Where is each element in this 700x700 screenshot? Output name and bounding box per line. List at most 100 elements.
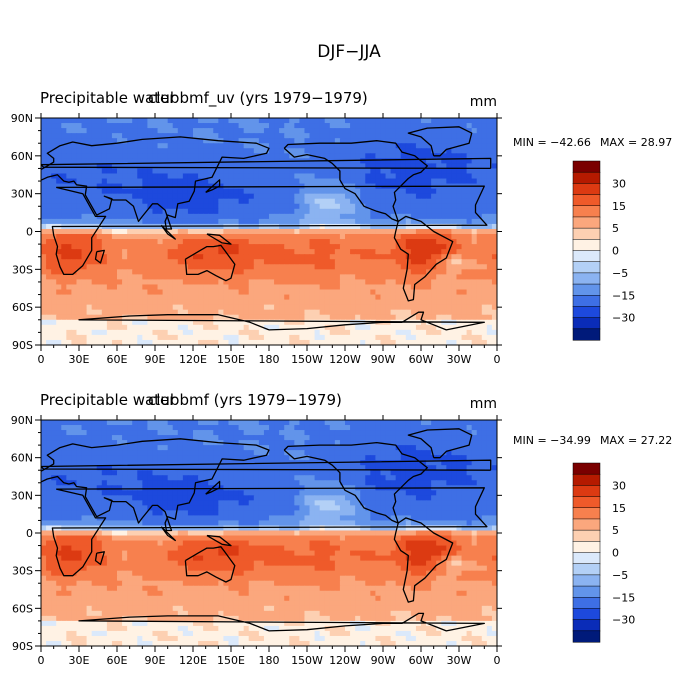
- heatmap-cell: [304, 430, 311, 436]
- heatmap-cell: [456, 435, 463, 441]
- heatmap-cell: [157, 198, 164, 205]
- heatmap-cell: [61, 148, 67, 154]
- heatmap-cell: [76, 173, 83, 180]
- heatmap-cell: [421, 218, 427, 225]
- heatmap-cell: [466, 203, 473, 210]
- heatmap-cell: [127, 269, 133, 275]
- heatmap-cell: [415, 163, 422, 170]
- heatmap-cell: [91, 178, 98, 185]
- heatmap-cell: [228, 269, 235, 275]
- heatmap-cell: [471, 193, 478, 200]
- heatmap-cell: [324, 234, 331, 240]
- heatmap-cell: [441, 339, 447, 345]
- heatmap-cell: [390, 228, 397, 235]
- heatmap-cell: [243, 203, 250, 210]
- heatmap-cell: [491, 269, 497, 275]
- heatmap-cell: [157, 339, 164, 345]
- heatmap-cell: [355, 173, 361, 180]
- heatmap-cell: [137, 128, 143, 134]
- heatmap-cell: [471, 239, 478, 245]
- heatmap-cell: [71, 294, 78, 301]
- heatmap-cell: [66, 284, 72, 291]
- heatmap-cell: [223, 304, 230, 311]
- heatmap-cell: [111, 198, 118, 205]
- heatmap-cell: [370, 460, 376, 466]
- heatmap-cell: [334, 239, 341, 245]
- heatmap-cell: [132, 128, 138, 134]
- heatmap-cell: [76, 153, 83, 159]
- heatmap-cell: [228, 284, 235, 291]
- heatmap-cell: [456, 254, 463, 260]
- heatmap-cell: [491, 148, 497, 154]
- heatmap-cell: [46, 319, 52, 326]
- heatmap-cell: [365, 299, 371, 306]
- heatmap-cell: [248, 314, 255, 321]
- heatmap-cell: [71, 304, 78, 311]
- heatmap-cell: [122, 314, 128, 321]
- heatmap-cell: [152, 420, 159, 426]
- heatmap-cell: [294, 188, 300, 195]
- heatmap-cell: [294, 198, 300, 205]
- heatmap-cell: [365, 133, 371, 139]
- heatmap-cell: [142, 239, 148, 245]
- heatmap-cell: [41, 460, 47, 466]
- heatmap-cell: [451, 430, 458, 436]
- heatmap-cell: [157, 218, 164, 225]
- heatmap-cell: [152, 254, 159, 260]
- heatmap-cell: [481, 188, 488, 195]
- heatmap-cell: [177, 123, 184, 129]
- heatmap-cell: [142, 445, 148, 451]
- heatmap-cell: [238, 455, 245, 461]
- heatmap-cell: [76, 249, 83, 255]
- heatmap-cell: [324, 264, 331, 270]
- heatmap-cell: [238, 208, 245, 215]
- heatmap-cell: [106, 198, 113, 205]
- heatmap-cell: [137, 208, 143, 215]
- heatmap-cell: [355, 188, 361, 195]
- heatmap-cell: [405, 309, 412, 316]
- heatmap-cell: [86, 143, 93, 149]
- heatmap-cell: [233, 299, 240, 306]
- heatmap-cell: [76, 294, 83, 301]
- heatmap-cell: [263, 239, 270, 245]
- heatmap-cell: [355, 138, 361, 144]
- heatmap-cell: [421, 203, 427, 210]
- heatmap-cell: [334, 329, 341, 336]
- heatmap-cell: [481, 178, 488, 185]
- heatmap-cell: [258, 450, 265, 456]
- heatmap-cell: [172, 118, 179, 124]
- heatmap-cell: [410, 249, 417, 255]
- heatmap-cell: [461, 279, 468, 286]
- heatmap-cell: [198, 284, 204, 291]
- heatmap-cell: [147, 148, 154, 154]
- heatmap-cell: [142, 425, 148, 431]
- heatmap-cell: [339, 118, 346, 124]
- heatmap-cell: [157, 128, 164, 134]
- heatmap-cell: [456, 178, 463, 185]
- heatmap-cell: [421, 425, 427, 431]
- heatmap-cell: [86, 319, 93, 326]
- heatmap-cell: [441, 264, 447, 270]
- heatmap-cell: [167, 274, 174, 281]
- heatmap-cell: [46, 244, 52, 250]
- heatmap-cell: [258, 128, 265, 134]
- heatmap-cell: [269, 455, 275, 461]
- heatmap-cell: [461, 284, 468, 291]
- heatmap-cell: [385, 249, 392, 255]
- heatmap-cell: [355, 153, 361, 159]
- heatmap-cell: [258, 259, 265, 265]
- heatmap-cell: [421, 264, 427, 270]
- heatmap-cell: [238, 314, 245, 321]
- heatmap-cell: [441, 173, 447, 180]
- heatmap-cell: [461, 223, 468, 230]
- heatmap-cell: [238, 254, 245, 260]
- heatmap-cell: [279, 299, 285, 306]
- heatmap-cell: [446, 440, 452, 446]
- heatmap-cell: [456, 244, 463, 250]
- heatmap-cell: [177, 178, 184, 185]
- heatmap-cell: [451, 128, 458, 134]
- heatmap-cell: [91, 304, 98, 311]
- heatmap-cell: [471, 304, 478, 311]
- heatmap-cell: [441, 133, 447, 139]
- heatmap-cell: [491, 304, 497, 311]
